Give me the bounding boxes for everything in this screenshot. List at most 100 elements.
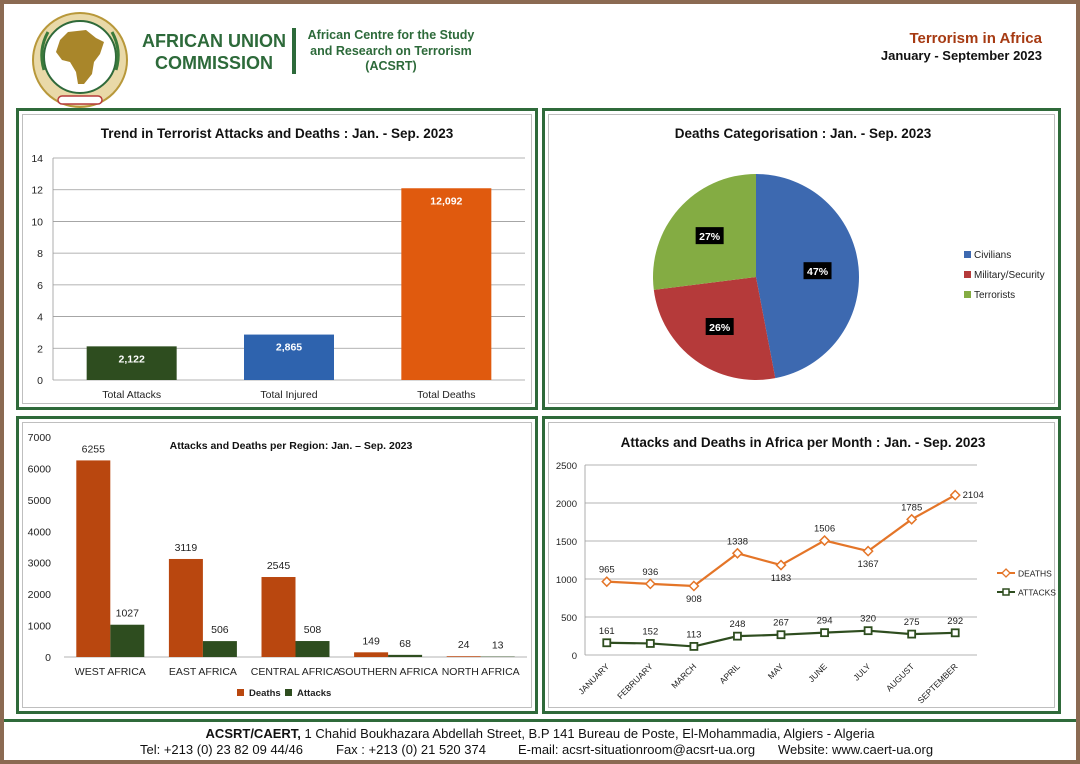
monthly-line-chart: Attacks and Deaths in Africa per Month :… [556,435,1056,705]
footer-rule [4,719,1076,722]
x-tick-label: WEST AFRICA [75,666,146,678]
x-tick-label: JUNE [806,661,829,684]
data-label: 1367 [858,559,879,570]
data-point [644,578,656,590]
data-label: 936 [642,567,658,578]
legend-swatch [285,689,292,696]
centre-name-line2: and Research on Terrorism [310,43,472,58]
data-point [688,580,700,592]
data-label: 1506 [814,524,835,535]
chart-title: Trend in Terrorist Attacks and Deaths : … [101,126,454,141]
bar [388,654,423,657]
legend-swatch [964,291,971,298]
data-label: 12,092 [430,195,462,207]
legend-swatch [964,271,971,278]
legend-label: Terrorists [974,290,1015,301]
legend-swatch [964,251,971,258]
x-tick-label: SEPTEMBER [915,661,959,705]
footer-tel: Tel: +213 (0) 23 82 09 44/46 [140,742,303,757]
y-tick-label: 14 [31,153,43,165]
report-title: Terrorism in Africa [909,30,1042,47]
centre-name: African Centre for the Study and Researc… [296,28,486,75]
infographic-page: AFRICAN UNION COMMISSION African Centre … [4,4,1076,760]
y-tick-label: 4000 [28,526,52,538]
data-point [776,630,786,640]
y-tick-label: 0 [45,652,51,664]
data-label: 152 [642,626,658,637]
data-point [818,534,831,547]
y-tick-label: 1000 [28,621,52,633]
data-label: 508 [304,624,322,636]
data-label: 248 [730,619,746,630]
data-label: 13 [492,640,504,652]
data-point [907,629,917,639]
data-point [949,489,961,501]
footer-address-text: 1 Chahid Boukhazara Abdellah Street, B.P… [300,726,875,741]
data-point [733,631,742,641]
legend-swatch [237,689,244,696]
data-point [775,559,787,571]
bar [110,624,145,657]
data-point [689,642,699,651]
bar [261,577,296,657]
x-tick-label: EAST AFRICA [169,666,237,678]
data-label: 3119 [175,542,198,554]
chart-title: Attacks and Deaths in Africa per Month :… [621,435,986,450]
y-tick-label: 500 [561,613,577,624]
data-label: 24 [458,639,470,651]
centre-name-line3: (ACSRT) [365,59,417,73]
pie-label: 26% [709,322,731,334]
x-tick-label: APRIL [717,661,742,686]
data-label: 267 [773,618,789,629]
chart-title: Deaths Categorisation : Jan. - Sep. 2023 [675,126,932,141]
legend-label: Military/Security [974,270,1045,281]
bar [202,641,237,657]
x-tick-label: AUGUST [884,661,916,693]
data-label: 161 [599,626,615,637]
org-name-line2: COMMISSION [154,53,273,73]
data-label: 320 [860,614,876,625]
bar [168,558,203,657]
legend-label: Civilians [974,250,1011,261]
data-label: 2104 [963,490,984,501]
x-tick-label: MAY [766,661,786,681]
data-label: 113 [686,629,701,640]
organization-name: AFRICAN UNION COMMISSION [134,30,294,74]
x-tick-label: SOUTHERN AFRICA [338,666,438,678]
bar [401,188,492,380]
deaths-pie-panel: Deaths Categorisation : Jan. - Sep. 2023… [542,108,1061,410]
y-tick-label: 10 [31,216,43,228]
legend-label: Deaths [249,688,281,699]
footer-website[interactable]: Website: www.caert-ua.org [778,742,934,757]
x-tick-label: MARCH [669,661,698,690]
data-label: 68 [399,638,411,650]
x-tick-label: FEBRUARY [615,661,655,701]
header-divider [292,28,296,74]
y-tick-label: 5000 [28,495,52,507]
centre-name-line1: African Centre for the Study [307,28,475,42]
region-chart-panel: Attacks and Deaths per Region: Jan. – Se… [16,416,538,714]
legend-marker [1002,588,1010,596]
x-tick-label: Total Attacks [102,389,161,401]
y-tick-label: 0 [37,375,43,387]
legend-label: ATTACKS [1018,588,1056,598]
region-bar-chart: Attacks and Deaths per Region: Jan. – Se… [28,432,527,699]
totals-chart-panel: Trend in Terrorist Attacks and Deaths : … [16,108,538,410]
data-label: 1338 [727,536,748,547]
pie-label: 47% [807,266,829,278]
footer-fax: Fax : +213 (0) 21 520 374 [336,742,486,757]
data-point [906,513,918,525]
pie-label-box [705,317,734,335]
chart-title: Attacks and Deaths per Region: Jan. – Se… [170,440,413,452]
data-point [863,626,873,636]
data-label: 2,122 [119,353,145,365]
pie-label-box [695,227,724,245]
data-point [862,545,874,557]
y-tick-label: 6000 [28,463,52,475]
x-tick-label: JANUARY [576,661,611,696]
data-label: 6255 [82,443,106,455]
x-tick-label: JULY [851,661,873,683]
legend-label: DEATHS [1018,569,1052,579]
bar [76,460,111,657]
y-tick-label: 4 [37,312,43,324]
